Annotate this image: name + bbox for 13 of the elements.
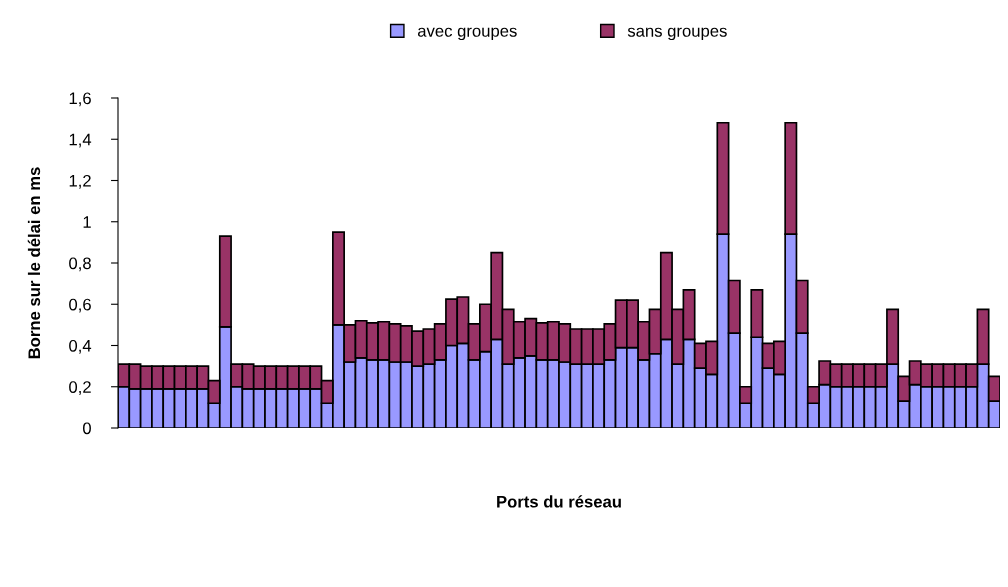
x-axis-title: Ports du réseau bbox=[497, 495, 621, 508]
legend-label: sans groupes bbox=[627, 27, 727, 41]
y-tick-label: 0 bbox=[82, 422, 91, 435]
y-axis-title: Borne sur le délai en ms bbox=[27, 167, 41, 359]
legend-label: avec groupes bbox=[417, 27, 517, 41]
y-tick-label: 1,4 bbox=[69, 133, 92, 148]
y-tick-label: 1,6 bbox=[69, 92, 91, 107]
y-tick-label: 1 bbox=[83, 216, 91, 228]
y-tick-label: 0,2 bbox=[69, 381, 91, 395]
y-tick-label: 0,4 bbox=[69, 339, 92, 354]
y-tick-label: 0,6 bbox=[69, 298, 91, 313]
y-tick-label: 1,2 bbox=[69, 174, 91, 189]
y-tick-label: 0,8 bbox=[69, 257, 91, 272]
